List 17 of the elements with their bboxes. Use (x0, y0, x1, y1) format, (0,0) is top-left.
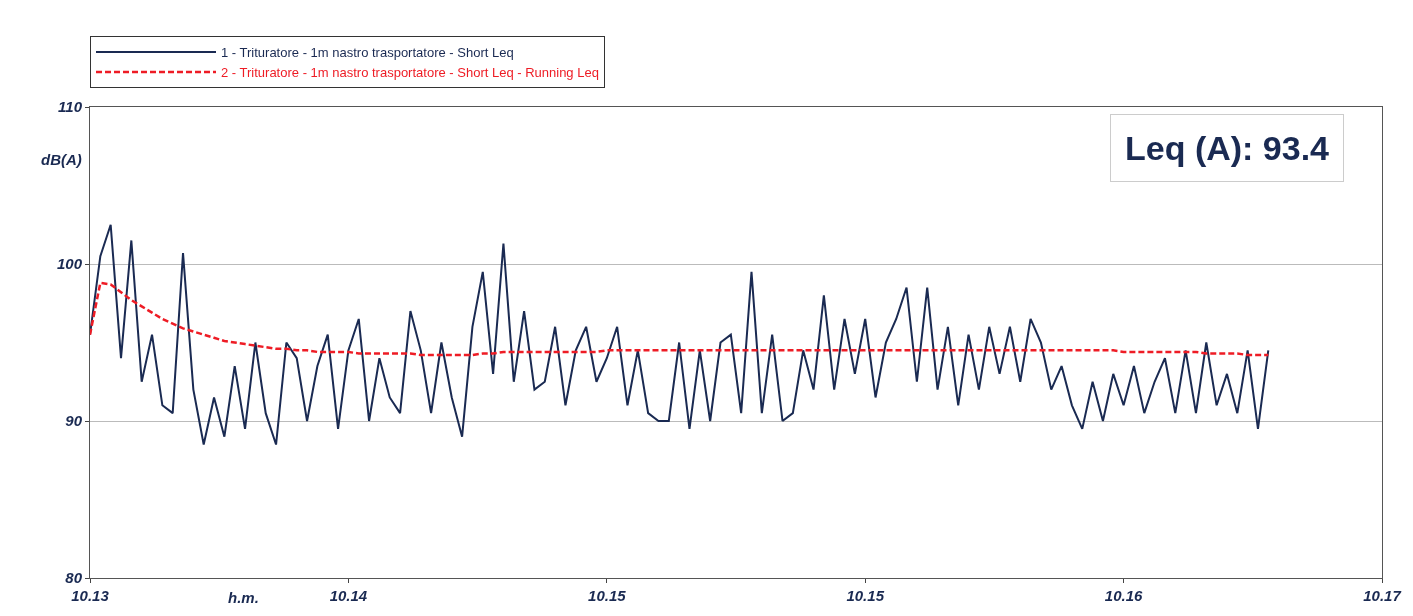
line-series (90, 223, 1270, 446)
x-tick-label: 10.14 (329, 587, 368, 604)
y-tick-label: 80 (65, 569, 83, 587)
y-tick-label: 100 (56, 255, 83, 273)
x-tick-label: 10.15 (588, 587, 627, 604)
x-tick-label: 10.16 (1104, 587, 1144, 604)
text: 1 - Trituratore - 1m nastro trasportatore - Short Leq (221, 45, 514, 61)
y-tick-label: 110 (58, 98, 83, 116)
line-series (90, 281, 1270, 357)
x-tick-label: 10.17 (1363, 587, 1402, 604)
x-axis-title: h.m. (228, 589, 259, 606)
text: 2 - Trituratore - 1m nastro trasportatore - Short Leq - Running Leq (221, 65, 599, 81)
x-tick-label: 10.13 (71, 587, 110, 604)
y-tick-label: 90 (65, 412, 83, 430)
x-tick-label: 10.15 (846, 587, 885, 604)
y-axis-title: dB(A) (41, 151, 82, 168)
annotation: Leq (A): 93.4 (1125, 129, 1330, 167)
